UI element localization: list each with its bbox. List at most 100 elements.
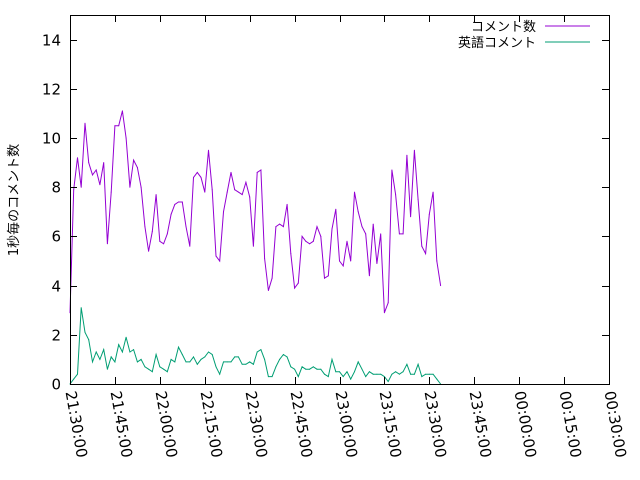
data-point	[73, 378, 75, 380]
data-point	[335, 371, 337, 373]
data-point	[286, 203, 288, 205]
data-point	[339, 260, 340, 262]
data-point	[121, 110, 123, 112]
data-point	[350, 378, 352, 380]
data-point	[118, 125, 120, 127]
data-point	[383, 312, 385, 314]
data-point	[354, 191, 355, 193]
data-point	[110, 191, 112, 193]
data-point	[294, 287, 296, 289]
data-point	[440, 285, 442, 287]
data-point	[118, 344, 120, 346]
data-point	[432, 373, 434, 375]
data-point	[428, 213, 430, 215]
data-point	[204, 191, 206, 193]
data-point	[114, 125, 116, 127]
data-point	[271, 376, 273, 378]
y-tick-label: 0	[51, 376, 61, 394]
data-point	[230, 171, 232, 173]
data-point	[114, 361, 116, 363]
data-point	[331, 228, 333, 230]
data-point	[136, 361, 138, 363]
data-point	[155, 354, 157, 355]
data-point	[208, 351, 209, 353]
data-point	[200, 358, 202, 360]
data-point	[103, 349, 105, 351]
data-point	[125, 336, 127, 338]
data-point	[335, 208, 337, 210]
data-point	[163, 368, 165, 370]
data-point	[410, 216, 412, 218]
data-point	[350, 260, 352, 262]
x-tick-label: 23:00:00	[332, 390, 361, 459]
data-point	[297, 282, 299, 284]
data-point	[189, 245, 191, 247]
data-point	[140, 358, 142, 360]
data-point	[196, 171, 198, 173]
data-point	[309, 243, 311, 245]
data-point	[282, 354, 284, 355]
data-point	[215, 255, 217, 257]
data-point	[346, 371, 348, 373]
data-point	[181, 201, 183, 203]
data-point	[327, 376, 329, 378]
data-point	[279, 223, 281, 225]
data-point	[327, 275, 329, 277]
data-point	[324, 277, 325, 279]
data-point	[320, 368, 322, 370]
data-point	[129, 351, 131, 353]
data-point	[301, 366, 303, 368]
data-point	[215, 366, 217, 368]
data-point	[398, 373, 400, 375]
data-point	[211, 189, 213, 191]
data-point	[372, 223, 374, 225]
y-tick-label: 8	[51, 179, 61, 197]
plot-frame	[70, 15, 610, 385]
data-point	[163, 243, 165, 245]
data-point	[88, 162, 90, 164]
data-point	[200, 176, 202, 178]
y-axis-label: 1秒毎のコメント数	[6, 144, 22, 256]
data-point	[129, 186, 131, 188]
data-point	[211, 354, 213, 355]
data-point	[226, 191, 228, 193]
data-point	[252, 245, 254, 247]
data-point	[428, 373, 430, 375]
data-point	[174, 203, 176, 205]
data-point	[148, 368, 150, 370]
data-point	[256, 171, 258, 173]
y-tick-label: 14	[42, 32, 61, 50]
x-tick-label: 21:45:00	[107, 390, 136, 459]
y-tick-label: 10	[42, 130, 61, 148]
data-point	[316, 226, 318, 228]
data-point	[421, 376, 423, 378]
data-point	[92, 361, 93, 363]
data-point	[133, 349, 135, 351]
data-point	[267, 290, 269, 291]
data-point	[155, 194, 157, 196]
data-point	[339, 371, 340, 373]
data-point	[133, 159, 135, 161]
data-point	[368, 275, 370, 277]
data-point	[159, 240, 161, 242]
data-point	[380, 373, 382, 375]
legend-label-1: コメント数	[471, 20, 536, 35]
series-points-1	[69, 110, 442, 314]
x-tick-label: 23:30:00	[421, 390, 450, 459]
data-point	[237, 356, 239, 358]
data-point	[73, 189, 75, 191]
data-point	[406, 154, 408, 156]
data-point	[189, 361, 191, 363]
data-point	[380, 233, 382, 235]
data-point	[368, 371, 370, 373]
data-point	[264, 258, 266, 259]
data-point	[121, 351, 123, 353]
data-point	[99, 184, 101, 186]
data-point	[406, 363, 408, 365]
data-point	[140, 186, 142, 188]
data-point	[193, 356, 194, 358]
data-point	[159, 366, 161, 368]
data-point	[391, 373, 393, 375]
data-point	[223, 361, 224, 363]
